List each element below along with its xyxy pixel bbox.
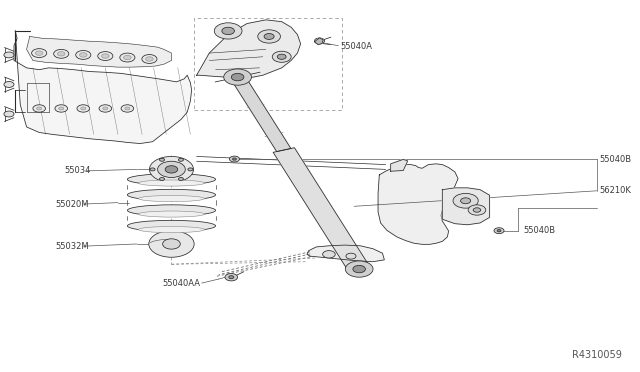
Text: R4310059: R4310059 (572, 350, 622, 359)
Circle shape (468, 205, 486, 215)
Ellipse shape (127, 174, 216, 185)
Polygon shape (442, 188, 490, 225)
Text: 55040A: 55040A (340, 42, 372, 51)
Circle shape (188, 168, 193, 171)
Ellipse shape (138, 196, 205, 202)
Circle shape (453, 193, 478, 208)
Circle shape (231, 73, 244, 81)
Circle shape (497, 230, 501, 232)
Circle shape (323, 251, 335, 258)
Circle shape (149, 157, 193, 182)
Circle shape (54, 49, 68, 58)
Circle shape (461, 198, 470, 204)
Polygon shape (27, 36, 172, 67)
Ellipse shape (138, 211, 205, 217)
Circle shape (55, 105, 68, 112)
Circle shape (224, 69, 252, 85)
Polygon shape (378, 164, 458, 244)
Circle shape (346, 261, 373, 277)
Circle shape (77, 105, 90, 112)
Text: 55040B: 55040B (600, 154, 632, 164)
Polygon shape (14, 31, 191, 144)
Circle shape (125, 107, 130, 110)
Text: 55040B: 55040B (523, 226, 555, 235)
Circle shape (59, 107, 64, 110)
Circle shape (121, 105, 134, 112)
Circle shape (277, 54, 286, 60)
Circle shape (79, 53, 87, 57)
Circle shape (225, 273, 237, 281)
Text: 55032M: 55032M (55, 242, 88, 251)
Circle shape (229, 156, 239, 162)
Circle shape (353, 265, 365, 273)
Circle shape (146, 57, 153, 61)
Circle shape (124, 55, 131, 60)
Circle shape (4, 111, 14, 117)
Ellipse shape (127, 220, 216, 231)
Text: 55020M: 55020M (55, 200, 88, 209)
Ellipse shape (138, 180, 205, 186)
Circle shape (120, 53, 135, 62)
Circle shape (98, 52, 113, 61)
Circle shape (228, 276, 234, 279)
Polygon shape (196, 20, 301, 78)
Text: 55034: 55034 (65, 166, 91, 175)
Ellipse shape (138, 227, 205, 232)
Circle shape (232, 158, 236, 160)
Circle shape (76, 51, 91, 60)
Circle shape (36, 107, 42, 110)
Circle shape (179, 158, 184, 161)
Circle shape (179, 177, 184, 180)
Circle shape (163, 239, 180, 249)
Circle shape (272, 51, 291, 62)
Text: 56210K: 56210K (600, 186, 632, 195)
Polygon shape (307, 245, 385, 262)
Circle shape (103, 107, 108, 110)
Circle shape (99, 105, 111, 112)
Circle shape (58, 52, 65, 56)
Circle shape (142, 55, 157, 63)
Circle shape (159, 158, 164, 161)
Circle shape (264, 33, 274, 39)
Circle shape (346, 253, 356, 259)
Polygon shape (273, 148, 370, 272)
Circle shape (214, 23, 242, 39)
Circle shape (4, 52, 14, 58)
Polygon shape (314, 38, 323, 45)
Circle shape (165, 166, 178, 173)
Text: 55040AA: 55040AA (162, 279, 200, 288)
Circle shape (31, 49, 47, 58)
Circle shape (258, 30, 280, 43)
Circle shape (222, 27, 234, 35)
Ellipse shape (127, 205, 216, 216)
Circle shape (159, 177, 164, 180)
Circle shape (494, 228, 504, 234)
Circle shape (150, 168, 155, 171)
Polygon shape (230, 76, 291, 151)
Circle shape (314, 38, 324, 44)
Circle shape (35, 51, 43, 55)
Circle shape (81, 107, 86, 110)
Circle shape (473, 208, 481, 212)
Ellipse shape (127, 189, 216, 201)
Circle shape (157, 161, 186, 177)
Circle shape (102, 54, 109, 58)
Circle shape (33, 105, 45, 112)
Polygon shape (390, 160, 408, 171)
Circle shape (148, 231, 194, 257)
Circle shape (4, 81, 14, 87)
